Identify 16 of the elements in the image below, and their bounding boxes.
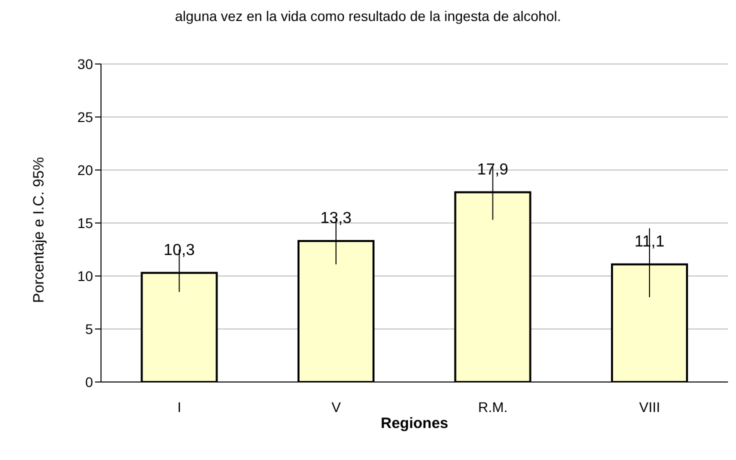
x-axis-title: Regiones (380, 415, 448, 432)
y-tick-label: 15 (77, 214, 94, 231)
data-label: 13,3 (320, 210, 352, 228)
y-tick-label: 25 (77, 108, 94, 125)
y-axis-title: Porcentaje e I.C. 95% (30, 157, 48, 303)
y-tick-label: 5 (85, 320, 94, 337)
y-tick-label: 30 (77, 56, 94, 72)
x-tick-label: VIII (639, 398, 660, 415)
data-label: 10,3 (164, 242, 195, 259)
x-tick-label: I (177, 398, 182, 415)
x-tick-label: V (331, 398, 342, 415)
chart-title: alguna vez en la vida como resultado de la ingesta de alcohol. (174, 8, 562, 24)
y-tick-label: 20 (77, 162, 94, 178)
y-tick-label: 0 (85, 374, 94, 390)
x-tick-label: R.M. (478, 398, 508, 415)
y-tick-label: 10 (77, 268, 94, 284)
